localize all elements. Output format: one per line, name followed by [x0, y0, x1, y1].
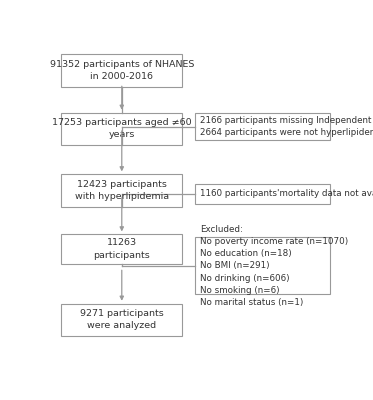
Text: 2166 participants missing Independent variable
2664 participants were not hyperl: 2166 participants missing Independent va…	[200, 116, 373, 137]
Text: 9271 participants
were analyzed: 9271 participants were analyzed	[80, 309, 164, 330]
FancyBboxPatch shape	[61, 113, 182, 145]
Text: 91352 participants of NHANES
in 2000-2016: 91352 participants of NHANES in 2000-201…	[50, 60, 194, 81]
FancyBboxPatch shape	[61, 234, 182, 264]
FancyBboxPatch shape	[195, 238, 330, 294]
FancyBboxPatch shape	[195, 113, 330, 140]
Text: 11263
participants: 11263 participants	[93, 238, 150, 260]
FancyBboxPatch shape	[195, 184, 330, 204]
FancyBboxPatch shape	[61, 174, 182, 207]
Text: 1160 participants'mortality data not available: 1160 participants'mortality data not ava…	[200, 189, 373, 198]
Text: Excluded:
No poverty income rate (n=1070)
No education (n=18)
No BMI (n=291)
No : Excluded: No poverty income rate (n=1070…	[200, 225, 348, 307]
FancyBboxPatch shape	[61, 54, 182, 86]
Text: 12423 participants
with hyperlipidemia: 12423 participants with hyperlipidemia	[75, 180, 169, 201]
Text: 17253 participants aged ≠60
years: 17253 participants aged ≠60 years	[52, 118, 192, 140]
FancyBboxPatch shape	[61, 304, 182, 336]
